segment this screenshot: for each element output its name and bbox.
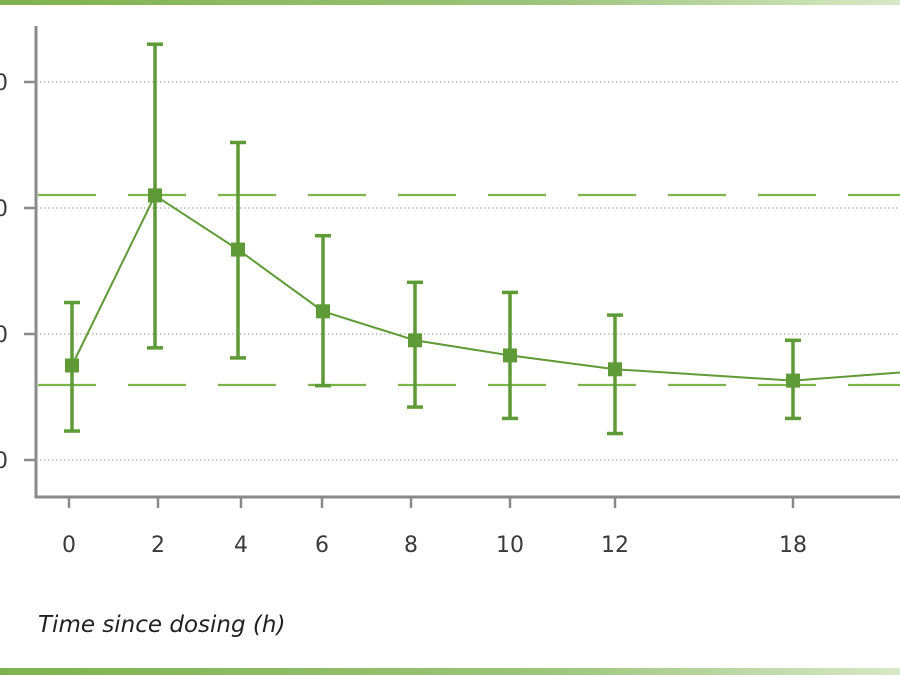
- bottom-border: [0, 668, 900, 675]
- x-tick-label: 8: [404, 533, 418, 558]
- data-point: [503, 348, 517, 363]
- data-point: [786, 373, 800, 388]
- data-point: [231, 242, 245, 257]
- grid: [40, 81, 900, 461]
- y-tick-label: 0: [0, 323, 8, 348]
- x-tick-label: 10: [496, 533, 524, 558]
- reference-lines: [38, 193, 900, 387]
- x-tick-label: 0: [62, 533, 76, 558]
- axes: [24, 26, 900, 508]
- series: [64, 42, 900, 436]
- data-point: [608, 362, 622, 377]
- y-tick-label: 0: [0, 71, 8, 96]
- x-tick-label: 4: [234, 533, 248, 558]
- x-tick-label: 12: [601, 533, 629, 558]
- x-axis-label: Time since dosing (h): [38, 612, 285, 638]
- data-point: [65, 358, 79, 373]
- top-border: [0, 0, 900, 5]
- x-tick-labels: 0 2 4 6 8 10 12 18: [62, 533, 807, 558]
- data-point: [148, 188, 162, 203]
- y-tick-label: 0: [0, 449, 8, 474]
- x-tick-label: 18: [779, 533, 807, 558]
- series-line: [71, 193, 900, 382]
- y-tick-label: 0: [0, 197, 8, 222]
- x-tick-label: 6: [315, 533, 329, 558]
- data-point: [408, 333, 422, 348]
- data-point: [316, 304, 330, 319]
- x-tick-label: 2: [151, 533, 165, 558]
- y-tick-labels: 0 0 0 0: [0, 71, 8, 474]
